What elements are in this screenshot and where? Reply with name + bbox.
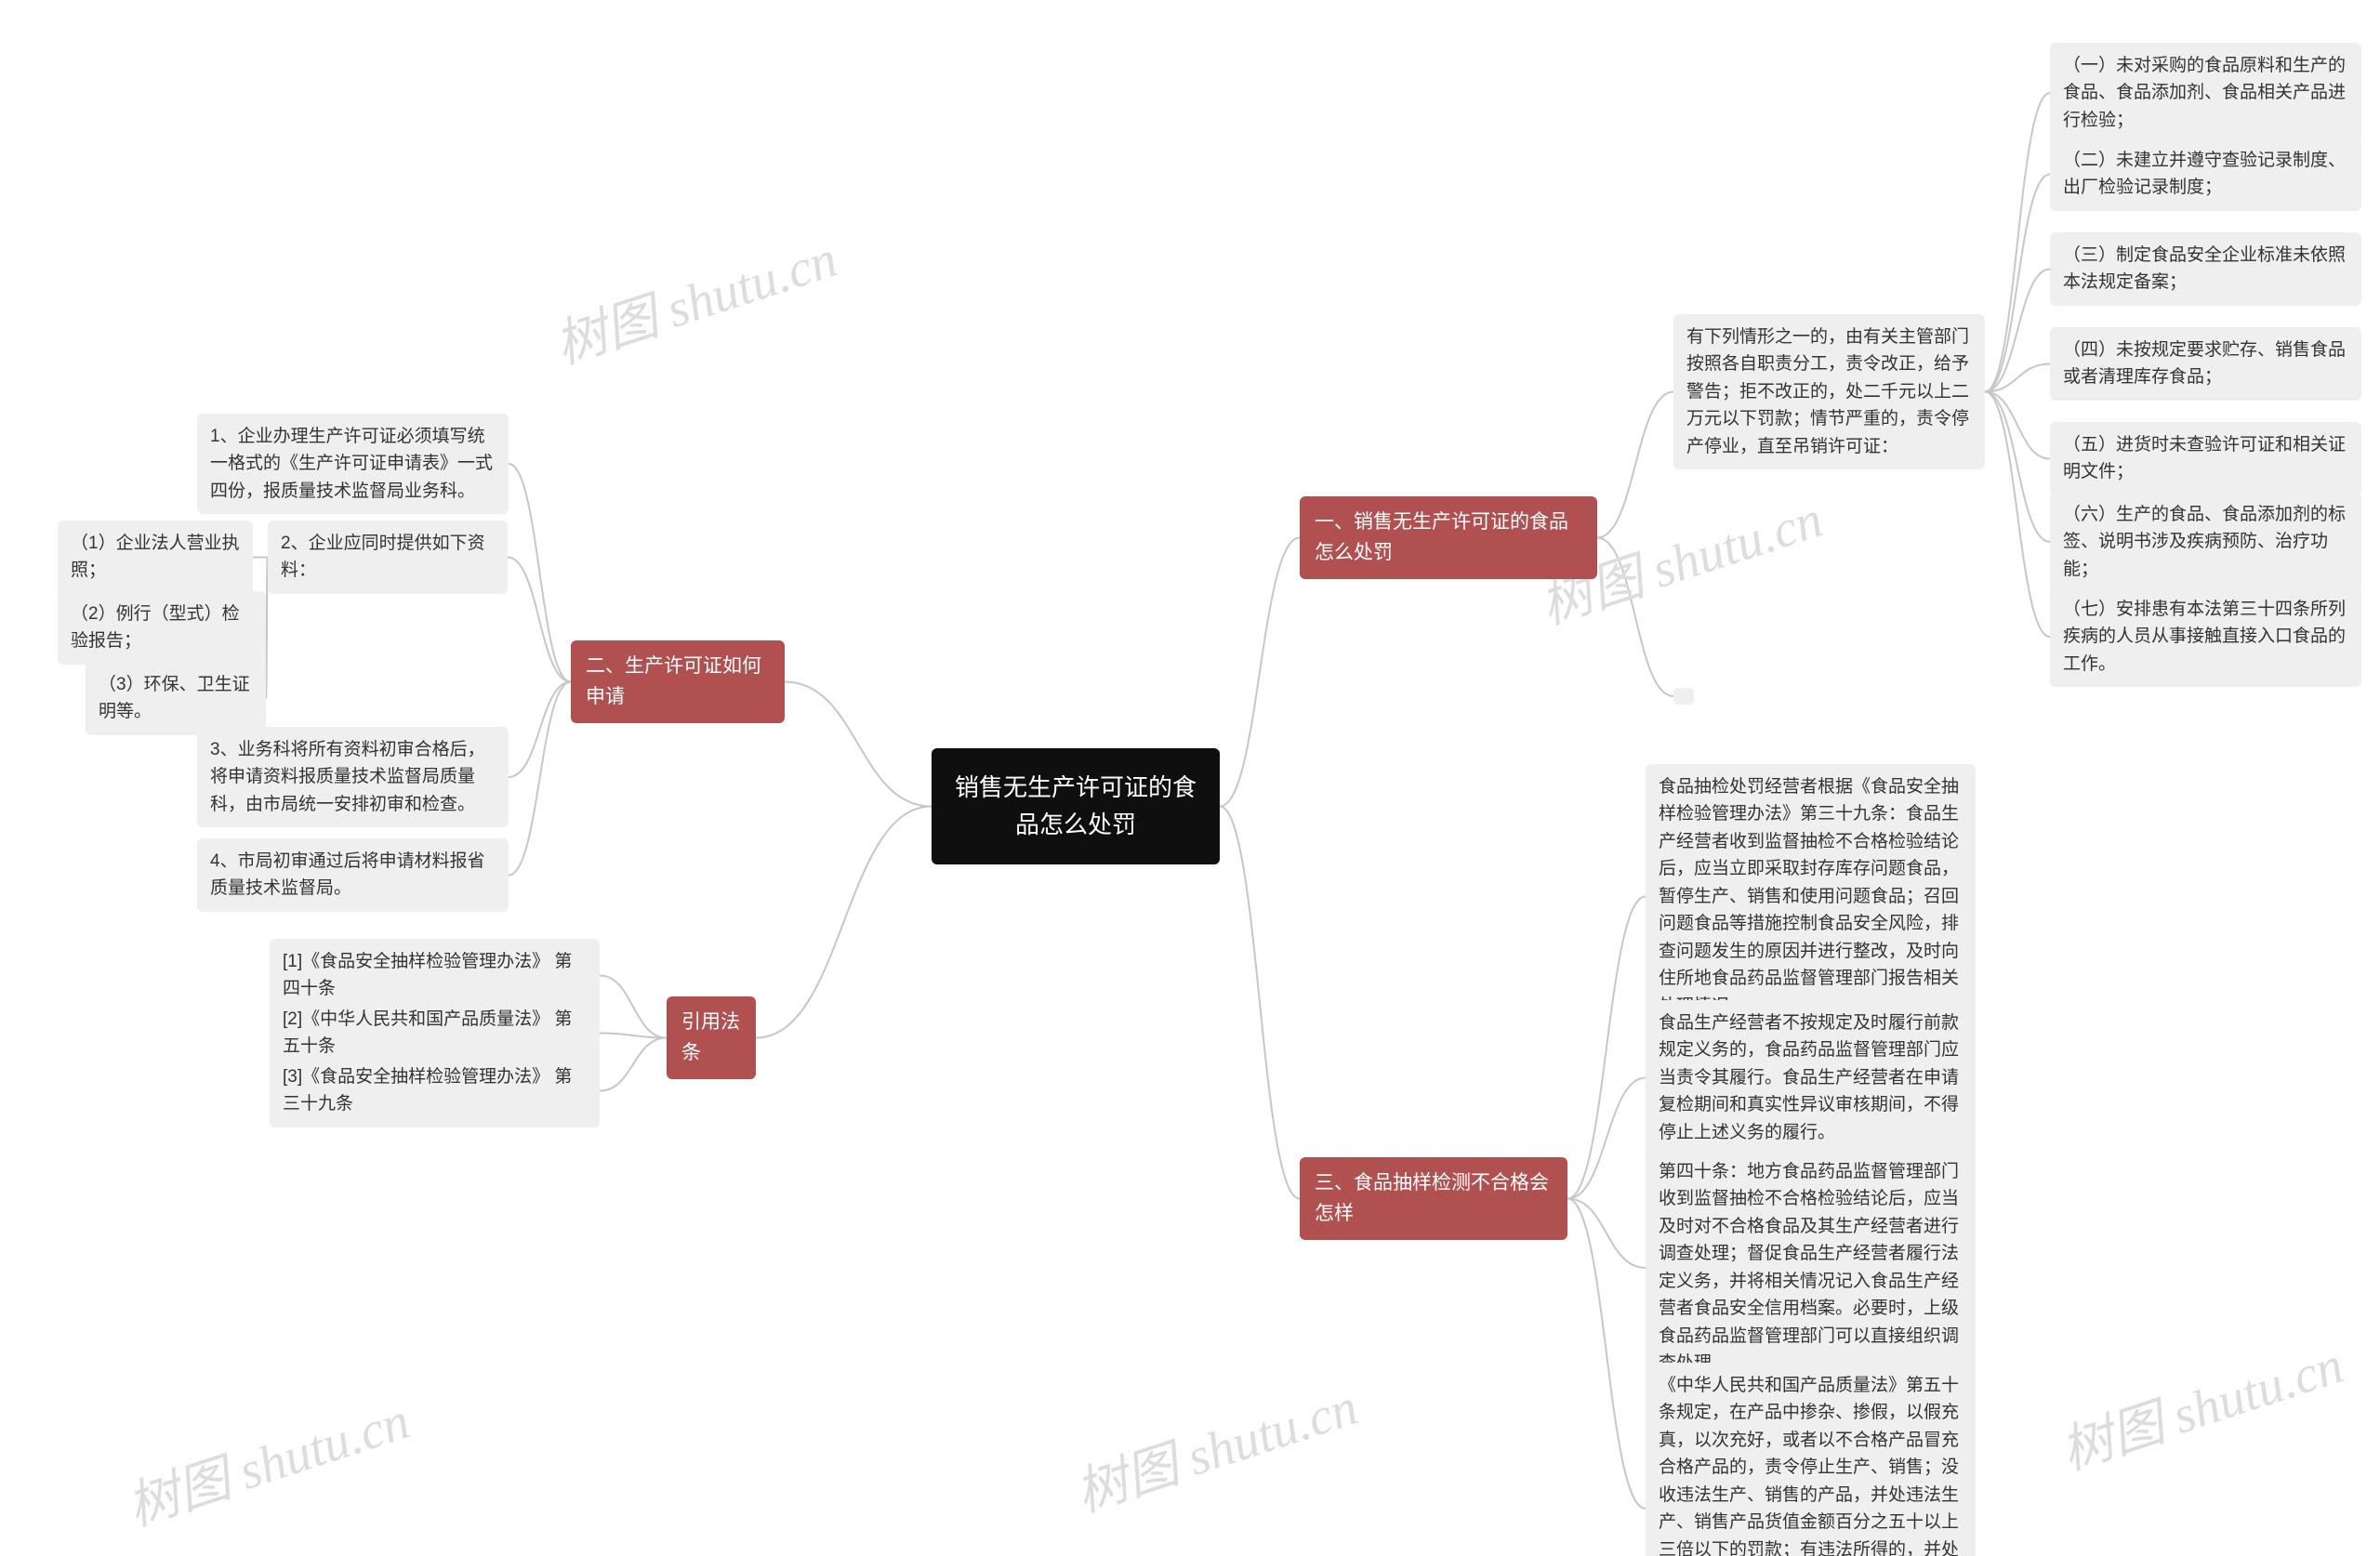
branch-node: 一、销售无生产许可证的食品怎么处罚 bbox=[1300, 496, 1597, 579]
leaf-node: 1、企业办理生产许可证必须填写统一格式的《生产许可证申请表》一式四份，报质量技术… bbox=[197, 414, 509, 514]
leaf-node: （二）未建立并遵守查验记录制度、出厂检验记录制度； bbox=[2050, 138, 2361, 211]
leaf-node: 食品生产经营者不按规定及时履行前款规定义务的，食品药品监督管理部门应当责令其履行… bbox=[1646, 1000, 1976, 1155]
branch-node: 三、食品抽样检测不合格会怎样 bbox=[1300, 1157, 1567, 1240]
leaf-node: （一）未对采购的食品原料和生产的食品、食品添加剂、食品相关产品进行检验； bbox=[2050, 43, 2361, 143]
leaf-node: 《中华人民共和国产品质量法》第五十条规定，在产品中掺杂、掺假，以假充真，以次充好… bbox=[1646, 1363, 1976, 1556]
watermark: 树图 shutu.cn bbox=[2050, 1323, 2351, 1484]
root-node: 销售无生产许可证的食品怎么处罚 bbox=[932, 748, 1220, 864]
watermark: 树图 shutu.cn bbox=[544, 217, 845, 378]
leaf-node: 2、企业应同时提供如下资料： bbox=[268, 521, 508, 594]
leaf-node: （3）环保、卫生证明等。 bbox=[86, 662, 266, 735]
branch-node: 二、生产许可证如何申请 bbox=[571, 640, 785, 723]
leaf-node: 3、业务科将所有资料初审合格后，将申请资料报质量技术监督局质量科，由市局统一安排… bbox=[197, 727, 509, 827]
leaf-node: （六）生产的食品、食品添加剂的标签、说明书涉及疾病预防、治疗功能； bbox=[2050, 492, 2361, 592]
leaf-node: （五）进货时未查验许可证和相关证明文件； bbox=[2050, 422, 2361, 495]
leaf-node: 食品抽检处罚经营者根据《食品安全抽样检验管理办法》第三十九条：食品生产经营者收到… bbox=[1646, 764, 1976, 1029]
leaf-node: 有下列情形之一的，由有关主管部门按照各自职责分工，责令改正，给予警告；拒不改正的… bbox=[1673, 314, 1985, 469]
leaf-node: （三）制定食品安全企业标准未依照本法规定备案； bbox=[2050, 232, 2361, 306]
leaf-node: [3]《食品安全抽样检验管理办法》 第三十九条 bbox=[270, 1054, 600, 1127]
leaf-node: （2）例行（型式）检验报告； bbox=[58, 591, 266, 665]
leaf-node: （1）企业法人营业执照； bbox=[58, 521, 253, 594]
leaf-node: （四）未按规定要求贮存、销售食品或者清理库存食品； bbox=[2050, 327, 2361, 401]
watermark: 树图 shutu.cn bbox=[1064, 1365, 1366, 1526]
branch-node: 引用法条 bbox=[667, 996, 756, 1079]
leaf-node: （七）安排患有本法第三十四条所列疾病的人员从事接触直接入口食品的工作。 bbox=[2050, 587, 2361, 687]
leaf-node: 4、市局初审通过后将申请材料报省质量技术监督局。 bbox=[197, 838, 509, 912]
placeholder-node bbox=[1673, 688, 1694, 705]
leaf-node: 第四十条：地方食品药品监督管理部门收到监督抽检不合格检验结论后，应当及时对不合格… bbox=[1646, 1149, 1976, 1387]
watermark: 树图 shutu.cn bbox=[116, 1378, 417, 1540]
